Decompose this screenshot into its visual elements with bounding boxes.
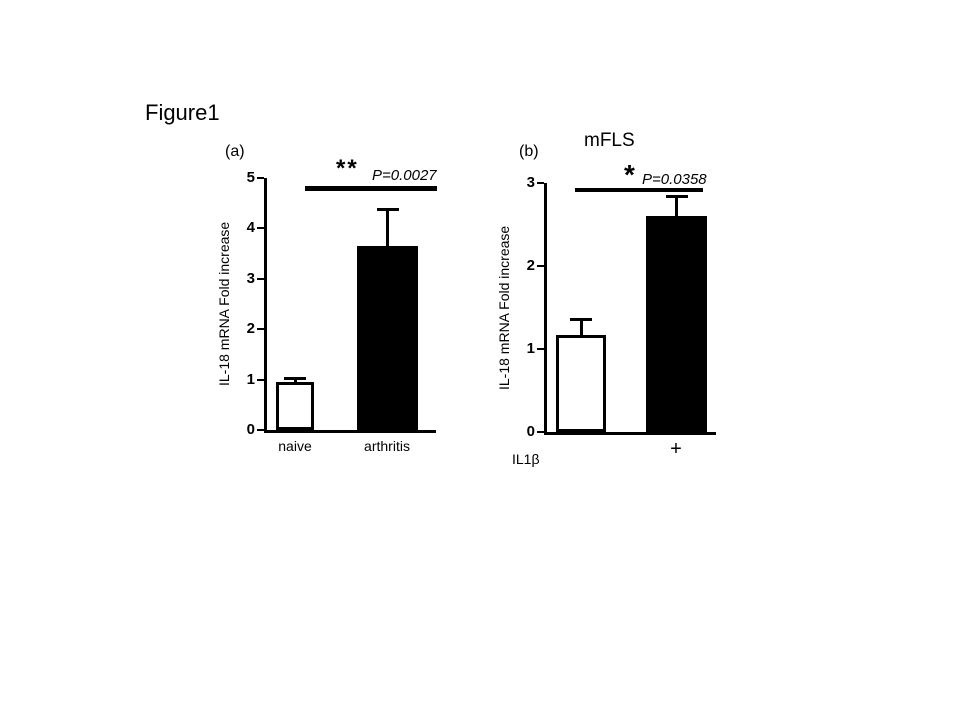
panel-b-pvalue: P=0.0358 xyxy=(642,171,707,188)
figure-title: Figure1 xyxy=(145,100,220,125)
panel-b-significance-stars: * xyxy=(624,159,637,190)
panel-a-significance-bracket xyxy=(305,186,437,191)
y-tick xyxy=(257,177,264,179)
panel-a-label: (a) xyxy=(225,143,245,160)
error-bar-stem xyxy=(675,195,678,217)
x-category-label: naive xyxy=(278,438,312,454)
y-tick xyxy=(537,182,544,184)
panel-a-y-axis-label: IL-18 mRNA Fold increase xyxy=(216,221,232,387)
y-tick xyxy=(257,429,264,431)
y-tick-label: 0 xyxy=(526,423,535,440)
panel-b-significance-bracket xyxy=(575,188,703,192)
panel-b: (b) mFLS IL-18 mRNA Fold increase * P=0.… xyxy=(496,130,790,490)
panel-b-label: (b) xyxy=(519,143,539,160)
y-tick-label: 3 xyxy=(526,174,535,191)
panel-b-y-axis-label: IL-18 mRNA Fold increase xyxy=(496,225,512,390)
error-bar-cap xyxy=(665,195,688,199)
y-tick xyxy=(537,265,544,267)
y-tick-label: 1 xyxy=(246,370,255,388)
panel-a-y-axis xyxy=(264,178,267,430)
panel-a-x-axis xyxy=(264,430,436,433)
bar-naive xyxy=(276,382,314,430)
panel-a-pvalue: P=0.0027 xyxy=(372,167,437,184)
y-tick-label: 5 xyxy=(246,169,255,186)
panel-b-title: mFLS xyxy=(584,130,635,151)
y-tick-label: 0 xyxy=(246,421,255,438)
error-bar-stem xyxy=(386,208,389,247)
error-bar-cap xyxy=(570,318,592,322)
x-category-label: + xyxy=(670,438,682,460)
bar-arthritis xyxy=(357,246,418,430)
panel-a-significance-stars: ** xyxy=(336,155,359,182)
error-bar-cap xyxy=(376,208,399,212)
panel-b-y-axis xyxy=(544,183,547,432)
panel-b-x-axis-label: IL1β xyxy=(512,451,540,467)
panel-b-x-axis xyxy=(544,432,716,435)
y-tick xyxy=(257,378,264,381)
y-tick xyxy=(537,431,544,433)
y-tick-label: 2 xyxy=(526,257,535,274)
y-tick-label: 1 xyxy=(526,340,535,357)
y-tick-label: 3 xyxy=(246,269,255,287)
bar-- xyxy=(556,334,606,432)
bar-+ xyxy=(646,216,707,432)
y-tick xyxy=(257,328,264,331)
error-bar-cap xyxy=(284,377,306,381)
panel-a: (a) IL-18 mRNA Fold increase ** P=0.0027… xyxy=(216,135,490,480)
y-tick xyxy=(537,348,544,350)
y-tick-label: 4 xyxy=(246,219,255,237)
y-tick xyxy=(257,277,264,280)
x-category-label: arthritis xyxy=(364,438,410,454)
y-tick-label: 2 xyxy=(246,320,255,338)
x-category-label: - xyxy=(575,411,587,449)
y-tick xyxy=(257,227,264,230)
error-bar-stem xyxy=(579,318,583,335)
